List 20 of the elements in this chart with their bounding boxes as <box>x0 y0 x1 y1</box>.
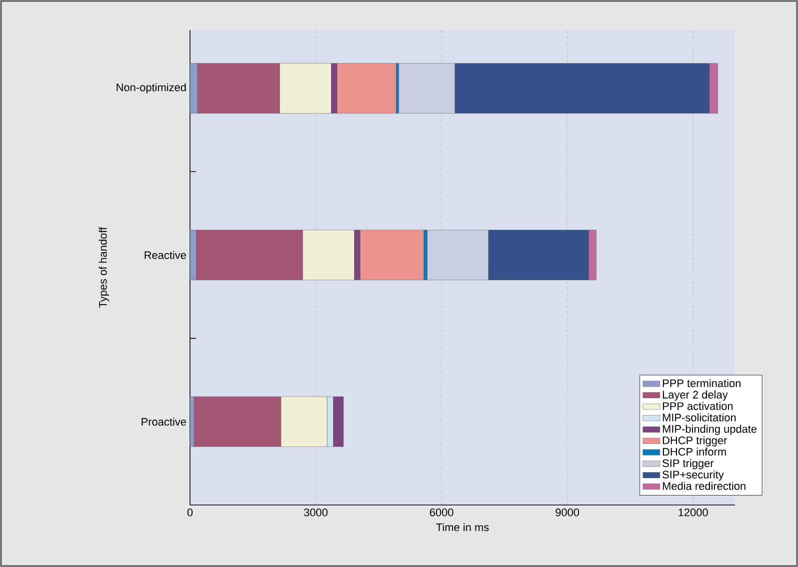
legend-label: PPP activation <box>662 402 733 410</box>
y-axis-title: Types of handoff <box>98 227 109 308</box>
legend-label: DHCP inform <box>662 448 726 456</box>
x-tick-label: 12000 <box>678 508 708 516</box>
x-tick-label: 3000 <box>304 508 328 516</box>
x-tick-label: 9000 <box>556 508 580 516</box>
legend-label: PPP termination <box>662 379 740 388</box>
legend-label: DHCP trigger <box>662 436 727 446</box>
legend-label: Layer 2 delay <box>662 390 728 401</box>
y-tick-label: Reactive <box>144 250 186 260</box>
legend-label: Media redirection <box>662 482 746 490</box>
x-tick-label: 6000 <box>430 508 454 516</box>
legend-label: MIP-binding update <box>662 424 757 435</box>
x-tick-label: 0 <box>187 508 193 516</box>
y-tick-label: Non-optimized <box>116 83 186 94</box>
legend-label: MIP-solicitation <box>662 413 736 422</box>
legend-label: SIP+security <box>662 470 724 481</box>
x-axis-title: Time in ms <box>436 523 489 532</box>
legend-label: SIP trigger <box>662 459 714 470</box>
y-tick-label: Proactive <box>142 418 186 426</box>
